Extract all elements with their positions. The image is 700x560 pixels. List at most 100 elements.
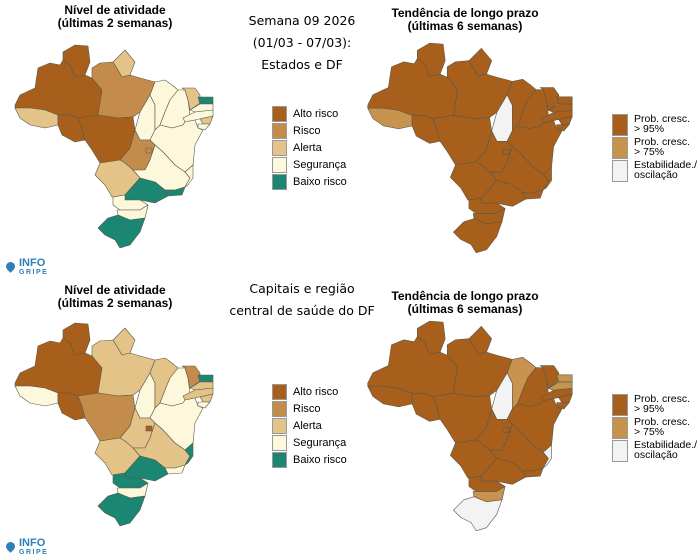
legend-item-estab: Estabilidade./ oscilação: [612, 159, 698, 183]
logo-subtext: GRIPE: [19, 549, 49, 556]
state-se: [197, 401, 211, 409]
legend-item-seguranca: Segurança: [272, 434, 347, 451]
state-ce: [539, 87, 560, 111]
title-line: central de saúde do DF: [229, 303, 375, 318]
state-es: [184, 442, 194, 466]
state-pb: [189, 103, 214, 113]
title-line: (últimas 2 semanas): [57, 16, 173, 30]
legend-swatch: [612, 394, 628, 416]
state-rr: [62, 44, 91, 78]
legend-swatch: [272, 383, 287, 400]
activity-title-capitals: Nível de atividade (últimas 2 semanas): [40, 284, 190, 310]
map-capitals-trend: [367, 320, 573, 532]
state-rn: [556, 374, 573, 383]
state-es: [542, 444, 552, 469]
title-line: (últimas 6 semanas): [407, 302, 523, 316]
state-rr: [416, 42, 446, 77]
logo-text: INFO: [19, 257, 46, 269]
legend-label: Segurança: [293, 158, 347, 171]
legend-item-seguranca: Segurança: [272, 156, 347, 173]
legend-label: Baixo risco: [293, 175, 347, 188]
state-rr: [62, 322, 91, 356]
state-df: [502, 149, 510, 155]
legend-label: Alto risco: [293, 385, 339, 398]
title-line: Nível de atividade: [64, 283, 166, 297]
legend-swatch: [272, 451, 287, 468]
legend-swatch: [612, 114, 628, 136]
legend-swatch: [612, 160, 628, 182]
legend-swatch: [272, 434, 287, 451]
legend-item-estab: Estabilidade./ oscilação: [612, 439, 698, 463]
title-line: Tendência de longo prazo: [391, 289, 539, 303]
legend-swatch: [272, 156, 287, 173]
legend-item-risco: Risco: [272, 400, 347, 417]
state-rn: [197, 96, 214, 105]
legend-item-alerta: Alerta: [272, 139, 347, 156]
state-se: [556, 124, 570, 132]
state-rs: [97, 492, 146, 527]
legend-label: Alerta: [293, 419, 322, 432]
legend-activity-states: Alto risco Risco Alerta Segurança Baixo risc…: [272, 105, 347, 190]
legend-item-risco: Risco: [272, 122, 347, 139]
state-rs: [97, 214, 146, 249]
legend-label: Risco: [293, 402, 321, 415]
logo-text: INFO: [19, 537, 46, 549]
legend-label: Prob. cresc. > 75%: [634, 136, 691, 158]
state-df: [145, 425, 153, 432]
trend-title-states: Tendência de longo prazo (últimas 6 sema…: [385, 7, 545, 33]
legend-label: Estabilidade./ oscilação: [634, 159, 698, 181]
legend-label: Alto risco: [293, 107, 339, 120]
location-pin-icon: [4, 259, 17, 273]
state-ce: [181, 365, 201, 389]
activity-title-states: Nível de atividade (últimas 2 semanas): [40, 4, 190, 30]
infogripe-logo: INFO GRIPE: [4, 537, 49, 557]
map-states-trend: [367, 42, 573, 254]
state-pb: [548, 381, 573, 391]
title-line: (últimas 2 semanas): [57, 296, 173, 310]
legend-item-p95: Prob. cresc. > 95%: [612, 114, 694, 137]
state-se: [556, 402, 570, 410]
legend-label: Baixo risco: [293, 453, 347, 466]
legend-item-p75: Prob. cresc. > 75%: [612, 417, 694, 440]
legend-item-alto: Alto risco: [272, 105, 347, 122]
legend-swatch: [272, 417, 287, 434]
state-ce: [181, 87, 201, 111]
legend-label: Prob. cresc. > 75%: [634, 416, 691, 438]
state-es: [184, 164, 194, 188]
legend-swatch: [272, 105, 287, 122]
legend-label: Prob. cresc. > 95%: [634, 393, 691, 415]
state-df: [145, 147, 153, 154]
legend-item-baixo: Baixo risco: [272, 451, 347, 468]
state-rs: [453, 218, 503, 254]
title-line: Tendência de longo prazo: [391, 6, 539, 20]
legend-item-alto: Alto risco: [272, 383, 347, 400]
legend-swatch: [272, 139, 287, 156]
state-rs: [453, 496, 503, 532]
legend-trend-capitals: Prob. cresc. > 95% Prob. cresc. > 75% Esta…: [612, 393, 698, 463]
legend-label: Segurança: [293, 436, 347, 449]
title-line: Capitais e região: [249, 281, 355, 296]
title-line: Semana 09 2026: [248, 13, 356, 28]
location-pin-icon: [4, 539, 17, 553]
legend-item-alerta: Alerta: [272, 417, 347, 434]
legend-item-p75: Prob. cresc. > 75%: [612, 137, 694, 160]
state-df: [502, 427, 510, 433]
title-line: Estados e DF: [261, 57, 343, 72]
legend-label: Estabilidade./ oscilação: [634, 439, 698, 461]
title-line: Nível de atividade: [64, 3, 166, 17]
infogripe-logo: INFO GRIPE: [4, 257, 48, 277]
legend-swatch: [612, 417, 628, 439]
state-rn: [197, 374, 214, 383]
legend-swatch: [272, 122, 287, 139]
title-line: (últimas 6 semanas): [407, 19, 523, 33]
week-title: Semana 09 2026 (01/03 - 07/03): Estados …: [222, 10, 382, 76]
legend-label: Alerta: [293, 141, 322, 154]
legend-swatch: [272, 400, 287, 417]
state-se: [197, 123, 211, 131]
state-ce: [539, 365, 560, 389]
trend-title-capitals: Tendência de longo prazo (últimas 6 sema…: [385, 290, 545, 316]
legend-trend-states: Prob. cresc. > 95% Prob. cresc. > 75% Esta…: [612, 114, 698, 183]
map-states-activity: [14, 44, 214, 249]
legend-swatch: [612, 137, 628, 159]
